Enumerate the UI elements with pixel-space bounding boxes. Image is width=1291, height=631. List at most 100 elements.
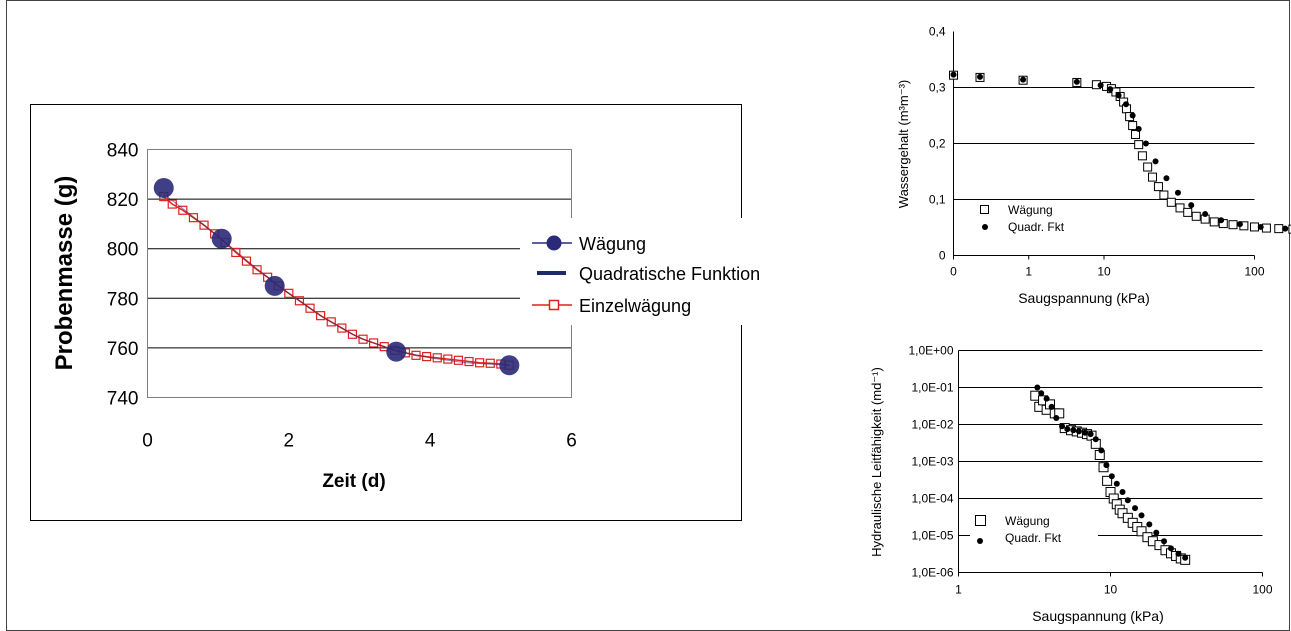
legend-waegung-marker <box>546 235 562 251</box>
einzel-point <box>475 358 485 368</box>
retention-quadr-point <box>1236 221 1243 228</box>
retention-xlabel: Saugspannung (kPa) <box>1018 290 1150 306</box>
waegung-point <box>499 355 520 376</box>
conductivity-xtick-label: 100 <box>1252 583 1272 597</box>
einzel-point <box>326 317 336 327</box>
retention-ytick-label: 0,4 <box>929 25 946 39</box>
retention-waegung-point <box>1274 224 1284 234</box>
conductivity-tick-labels: 1,0E-06 1,0E-05 1,0E-04 1,0E-03 1,0E-02 1,0E-… <box>908 344 1272 597</box>
conductivity-quadr-point <box>1103 462 1110 469</box>
conductivity-ytick-label: 1,0E-04 <box>911 492 953 506</box>
retention-ylabel: Wassergehalt (m³m⁻³) <box>896 80 911 208</box>
mass-xtick-label: 6 <box>566 431 577 452</box>
retention-quadr-point <box>1174 189 1181 196</box>
conductivity-quadr-point <box>1092 436 1099 443</box>
einzel-point <box>305 303 315 313</box>
retention-xtick-label: 0 <box>950 265 957 279</box>
conductivity-ytick-label: 1,0E-05 <box>911 529 953 543</box>
conductivity-series <box>1030 384 1191 565</box>
retention-waegung-point <box>1131 130 1141 140</box>
waegung-point <box>153 177 174 198</box>
retention-waegung-point <box>1261 223 1271 233</box>
conductivity-quadr-point <box>1113 480 1120 487</box>
conductivity-xtick-label: 10 <box>1104 583 1118 597</box>
conductivity-ytick-label: 1,0E+00 <box>908 344 953 358</box>
einzel-point <box>347 329 358 339</box>
retention-quadr-point <box>1073 78 1080 85</box>
retention-quadr-point <box>1115 92 1122 99</box>
conductivity-quadr-point <box>1132 505 1139 512</box>
conductivity-waegung-point <box>1136 526 1147 537</box>
retention-xtick-label: 10 <box>1097 265 1111 279</box>
retention-quadr-point <box>1188 202 1195 209</box>
waegung-point <box>386 341 407 362</box>
legend-einzel-label: Einzelwägung <box>579 296 691 316</box>
mass-ytick-label: 840 <box>107 141 139 162</box>
conductivity-legend-square <box>975 515 986 526</box>
retention-quadr-point <box>1097 82 1104 89</box>
retention-ylabel-text: Wassergehalt (m³m⁻³) <box>896 80 911 208</box>
mass-ytick-label: 740 <box>107 389 139 410</box>
retention-waegung-point <box>1147 172 1157 182</box>
mass-tick-labels: 740 760 780 800 820 840 0 2 4 6 <box>107 141 577 452</box>
conductivity-legend-waegung: Wägung <box>1005 514 1050 528</box>
retention-xtick-label: 100 <box>1244 265 1264 279</box>
retention-legend-square <box>980 205 989 214</box>
retention-quadr-point <box>1020 76 1027 83</box>
retention-series <box>949 70 1291 234</box>
conductivity-legend-bg <box>970 512 1098 550</box>
einzel-point <box>294 296 305 306</box>
conductivity-legend-quadr: Quadr. Fkt <box>1005 531 1062 545</box>
retention-legend: Wägung Quadr. Fkt <box>975 202 1097 236</box>
mass-series <box>153 177 520 376</box>
mass-ytick-label: 760 <box>107 339 139 360</box>
mass-xlabel: Zeit (d) <box>322 471 385 492</box>
retention-waegung-point <box>1183 207 1193 217</box>
mass-ytick-label: 780 <box>107 289 139 310</box>
retention-waegung-point <box>1175 203 1185 213</box>
legend-einzel-marker <box>548 299 560 311</box>
retention-waegung-point <box>1250 222 1259 232</box>
retention-waegung-point <box>1166 197 1176 207</box>
mass-ytick-label: 800 <box>107 240 139 261</box>
conductivity-quadr-point <box>1059 423 1066 430</box>
retention-quadr-point <box>1142 140 1149 147</box>
conductivity-quadr-point <box>1167 545 1174 552</box>
retention-quadr-point <box>1218 217 1225 224</box>
conductivity-xtick-label: 1 <box>955 583 962 597</box>
einzel-point <box>464 356 474 367</box>
einzel-point <box>178 205 188 215</box>
conductivity-legend: Wägung Quadr. Fkt <box>970 512 1098 550</box>
retention-quadr-point <box>977 73 984 80</box>
conductivity-quadr-point <box>1087 431 1094 438</box>
retention-ytick-label: 0,2 <box>929 137 946 151</box>
mass-xtick-label: 4 <box>425 431 436 452</box>
conductivity-ylabel: Hydraulische Leitfähigkeit (md⁻¹) <box>869 367 884 557</box>
einzel-point <box>337 323 347 333</box>
conductivity-gridlines <box>958 350 1263 577</box>
einzel-point <box>369 338 379 348</box>
conductivity-quadr-point <box>1153 529 1160 536</box>
retention-ytick-label: 0,1 <box>929 193 946 207</box>
conductivity-xlabel: Saugspannung (kPa) <box>1032 608 1164 624</box>
retention-waegung-point <box>1209 217 1219 227</box>
conductivity-quadr-point <box>1146 521 1153 528</box>
retention-legend-dot <box>982 224 988 230</box>
retention-waegung-point <box>1288 224 1291 234</box>
conductivity-ytick-label: 1,0E-06 <box>911 566 953 580</box>
retention-waegung-point <box>1228 220 1238 230</box>
conductivity-quadr-point <box>1043 395 1050 402</box>
retention-quadr-point <box>1257 223 1264 230</box>
retention-quadr-point <box>1152 158 1159 165</box>
einzel-point <box>284 288 294 298</box>
conductivity-quadr-point <box>1038 390 1045 397</box>
conductivity-quadr-point <box>1048 403 1055 410</box>
retention-legend-waegung: Wägung <box>1008 203 1053 217</box>
mass-xtick-label: 2 <box>284 431 295 452</box>
retention-waegung-point <box>1128 121 1138 131</box>
mass-ylabel: Probenmasse (g) <box>51 176 78 371</box>
einzel-point <box>358 334 368 344</box>
retention-waegung-point <box>1143 162 1153 172</box>
retention-quadr-point <box>1135 125 1142 132</box>
retention-waegung-point <box>1153 182 1163 192</box>
